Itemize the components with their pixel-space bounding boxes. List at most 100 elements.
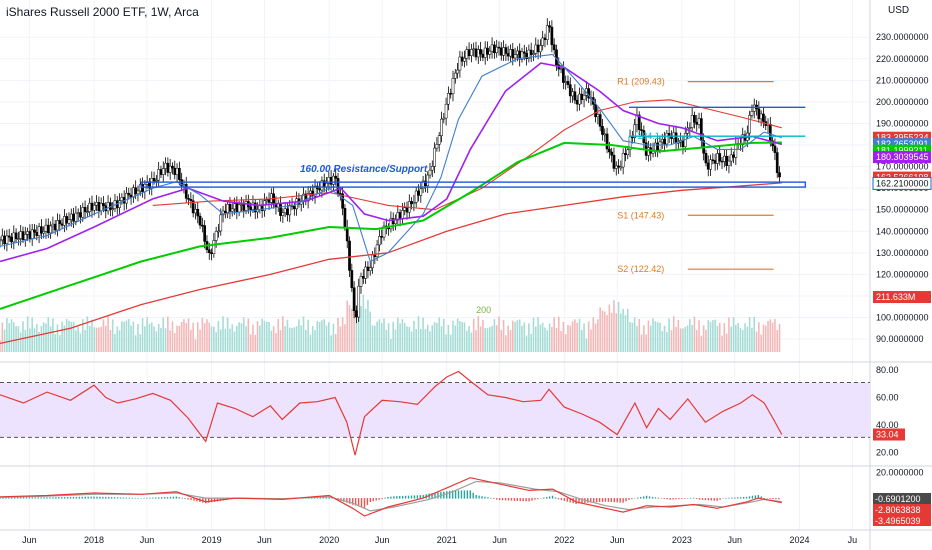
volume-bar-155: [355, 305, 358, 352]
macd-hist-64: [187, 498, 189, 500]
candle-body-147: [336, 178, 340, 194]
candle-body-239: [548, 25, 551, 28]
candle-body-160: [366, 266, 370, 271]
time-tick-13: 2024: [789, 535, 809, 545]
volume-bar-304: [698, 320, 700, 352]
candle-body-70: [159, 169, 163, 175]
macd-hist-227: [666, 498, 668, 500]
candle-body-317: [727, 160, 731, 166]
candle-body-337: [773, 145, 777, 153]
volume-bar-148: [339, 326, 342, 352]
candle-body-307: [704, 153, 708, 164]
volume-bar-116: [265, 322, 268, 352]
macd-hist-253: [742, 497, 745, 499]
macd-hist-230: [675, 498, 677, 500]
macd-hist-55: [160, 497, 163, 499]
macd-label-box-0: [873, 493, 931, 504]
candle-body-10: [21, 231, 25, 240]
volume-bar-121: [277, 318, 280, 352]
volume-bar-221: [507, 325, 509, 352]
macd-hist-220: [645, 495, 648, 499]
volume-bar-281: [645, 334, 647, 352]
volume-bar-339: [778, 323, 781, 352]
candle-body-42: [95, 202, 98, 206]
macd-hist-50: [146, 497, 148, 499]
rsi-value-text: 33.04: [876, 430, 899, 440]
volume-bar-142: [325, 325, 328, 352]
candle-body-267: [612, 154, 616, 169]
volume-bar-259: [594, 323, 597, 352]
candle-body-16: [35, 232, 39, 236]
volume-bar-298: [684, 326, 687, 352]
time-tick-6: Jun: [375, 535, 390, 545]
volume-bar-288: [661, 330, 664, 352]
macd-hist-251: [737, 497, 739, 499]
volume-bar-52: [118, 330, 121, 352]
candle-body-313: [718, 153, 722, 162]
macd-hist-177: [519, 498, 521, 502]
right-label-text-3: 180.3039545: [876, 152, 929, 162]
volume-bar-323: [741, 329, 744, 352]
volume-bar-290: [666, 332, 668, 352]
volume-bar-336: [771, 322, 774, 352]
volume-bar-240: [551, 327, 553, 352]
time-tick-1: 2018: [84, 535, 104, 545]
macd-hist-60: [175, 496, 178, 499]
volume-bar-37: [84, 330, 86, 352]
volume-bar-310: [712, 320, 714, 352]
candle-body-309: [709, 159, 712, 170]
macd-hist-42: [122, 497, 125, 499]
candle-body-69: [157, 169, 161, 181]
candle-body-268: [614, 165, 618, 169]
volume-bar-29: [65, 318, 68, 352]
candle-body-152: [348, 240, 351, 271]
macd-hist-239: [701, 498, 704, 500]
volume-bar-173: [397, 317, 399, 352]
rsi-tick-1: 40.00: [876, 420, 899, 430]
volume-bar-94: [215, 332, 217, 352]
candle-body-269: [617, 165, 620, 168]
volume-bar-199: [456, 318, 459, 352]
macd-hist-264: [775, 498, 777, 500]
volume-bar-154: [353, 301, 355, 352]
volume-bar-76: [173, 333, 176, 352]
macd-hist-2: [5, 497, 7, 499]
volume-bar-311: [714, 319, 716, 352]
volume-bar-101: [231, 324, 234, 352]
candle-body-85: [194, 209, 197, 214]
volume-bar-47: [107, 316, 109, 352]
candle-body-28: [63, 216, 66, 226]
volume-bar-58: [132, 321, 135, 352]
price-tick-5: 140.0000000: [876, 226, 929, 236]
candle-body-55: [125, 192, 128, 204]
candle-body-203: [465, 49, 469, 59]
volume-bar-25: [56, 324, 59, 352]
macd-hist-241: [707, 498, 710, 501]
volume-bar-210: [482, 319, 484, 352]
macd-hist-149: [437, 492, 439, 499]
volume-bar-168: [385, 329, 388, 352]
volume-bar-161: [369, 311, 372, 352]
candle-body-67: [152, 178, 156, 182]
macd-hist-48: [140, 498, 142, 499]
volume-bar-7: [15, 326, 17, 352]
volume-bar-86: [196, 322, 199, 352]
candle-body-30: [67, 219, 71, 224]
volume-bar-152: [348, 305, 351, 352]
macd-hist-261: [766, 498, 768, 499]
volume-bar-156: [357, 295, 360, 352]
currency-label[interactable]: USD: [888, 5, 910, 16]
candle-body-260: [596, 114, 600, 118]
macd-hist-16: [46, 497, 48, 499]
candle-body-312: [716, 153, 719, 164]
macd-hist-194: [569, 498, 571, 503]
candle-body-190: [435, 144, 439, 149]
macd-hist-179: [525, 498, 527, 502]
volume-bar-309: [709, 322, 712, 352]
macd-hist-183: [537, 498, 539, 500]
candle-body-72: [164, 162, 167, 169]
macd-hist-201: [590, 498, 592, 503]
candle-body-237: [543, 37, 547, 40]
volume-bar-223: [511, 320, 514, 352]
rsi-value-box: [873, 428, 905, 441]
